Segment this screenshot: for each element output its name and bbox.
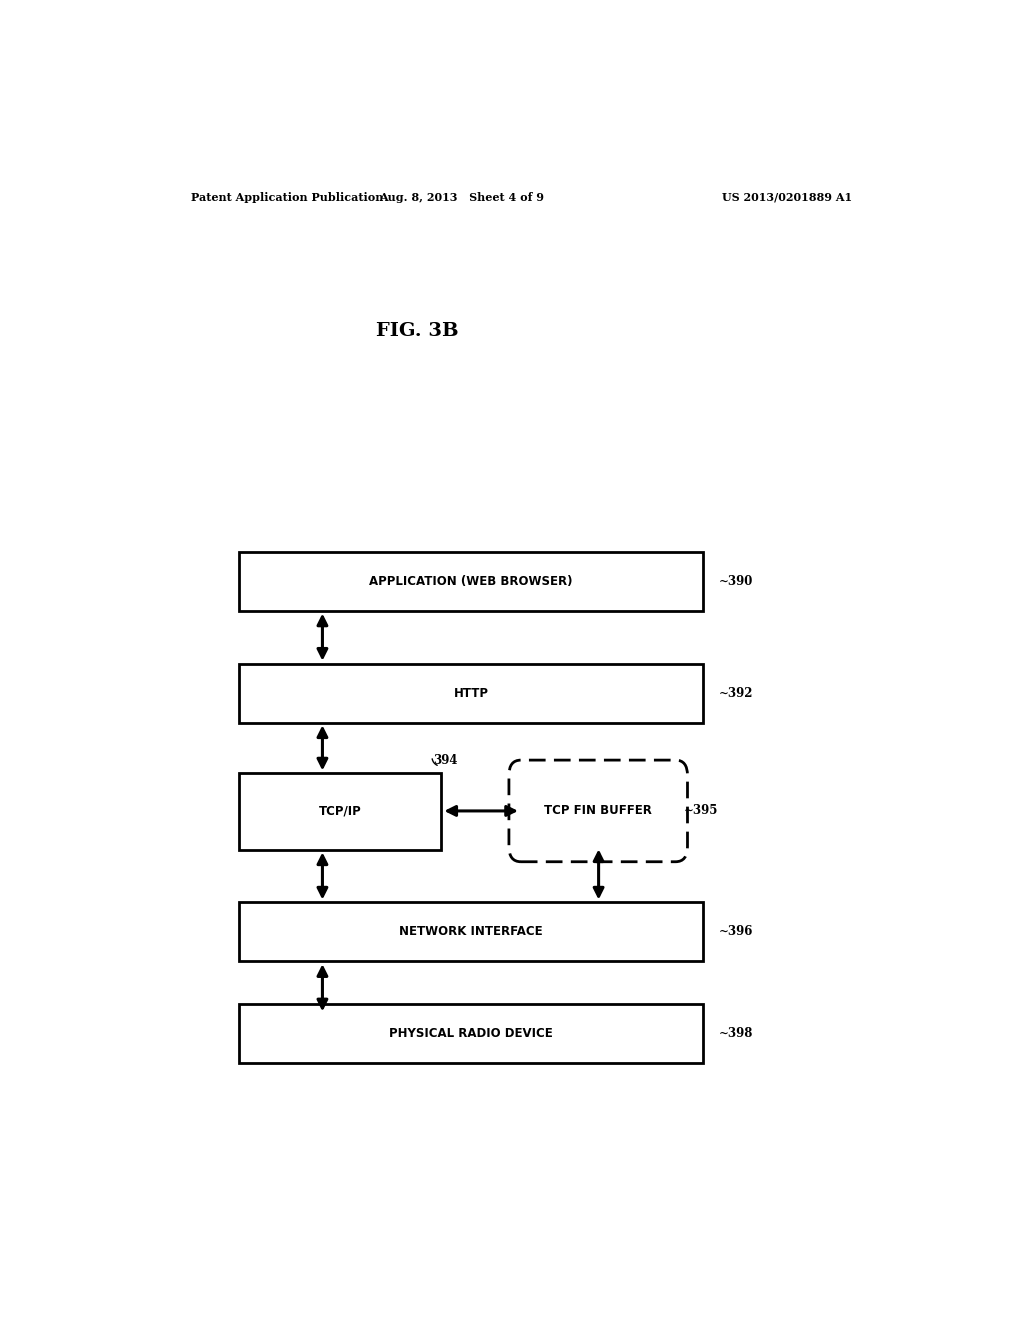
Text: HTTP: HTTP (454, 686, 488, 700)
Text: ~395: ~395 (684, 804, 718, 817)
Text: NETWORK INTERFACE: NETWORK INTERFACE (399, 925, 543, 939)
Text: ~398: ~398 (719, 1027, 754, 1040)
Text: APPLICATION (WEB BROWSER): APPLICATION (WEB BROWSER) (370, 574, 573, 587)
Text: 394: 394 (433, 754, 458, 767)
Text: FIG. 3B: FIG. 3B (377, 322, 459, 341)
Text: US 2013/0201889 A1: US 2013/0201889 A1 (722, 191, 852, 202)
FancyBboxPatch shape (240, 664, 703, 722)
Text: Aug. 8, 2013   Sheet 4 of 9: Aug. 8, 2013 Sheet 4 of 9 (379, 191, 544, 202)
Text: TCP/IP: TCP/IP (318, 805, 361, 818)
Text: Patent Application Publication: Patent Application Publication (191, 191, 384, 202)
Text: ~396: ~396 (719, 925, 754, 939)
FancyBboxPatch shape (509, 760, 687, 862)
FancyBboxPatch shape (240, 552, 703, 611)
FancyBboxPatch shape (240, 774, 441, 850)
FancyBboxPatch shape (240, 1005, 703, 1063)
Text: ~392: ~392 (719, 686, 754, 700)
Text: PHYSICAL RADIO DEVICE: PHYSICAL RADIO DEVICE (389, 1027, 553, 1040)
Text: TCP FIN BUFFER: TCP FIN BUFFER (545, 804, 652, 817)
Text: ~390: ~390 (719, 574, 754, 587)
FancyBboxPatch shape (240, 903, 703, 961)
